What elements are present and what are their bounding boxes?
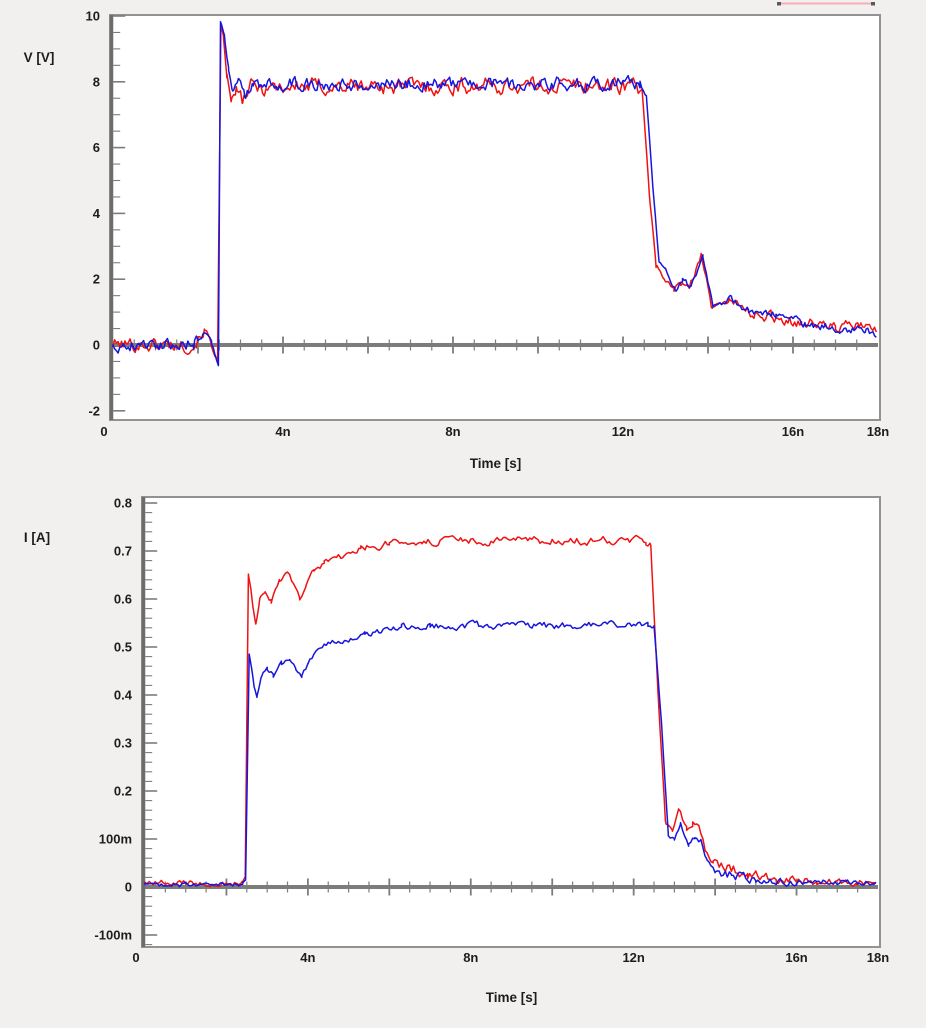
x-tick-label: 12n xyxy=(612,424,634,439)
x-tick-label: 8n xyxy=(463,950,478,965)
x-tick-label: 4n xyxy=(275,424,290,439)
y-tick-label: 2 xyxy=(93,272,100,287)
y-tick-label: 0 xyxy=(93,338,100,353)
trace-blue xyxy=(112,20,877,367)
x-axis-title: Time [s] xyxy=(486,990,538,1005)
y-tick-label: 6 xyxy=(93,140,100,155)
y-tick-label: 0.3 xyxy=(114,736,132,751)
x-tick-label: 18n xyxy=(867,950,889,965)
x-axis-title: Time [s] xyxy=(470,456,522,471)
x-tick-label: 12n xyxy=(622,950,644,965)
clipped-cursor-handle[interactable] xyxy=(777,2,875,6)
y-tick-label: -100m xyxy=(94,928,132,943)
trace-red xyxy=(144,534,877,888)
x-tick-label: 16n xyxy=(782,424,804,439)
plot-frame xyxy=(109,14,881,421)
y-tick-label: 100m xyxy=(99,832,132,847)
cursor-marker-right-endpoint xyxy=(871,2,875,6)
y-tick-label: 0.2 xyxy=(114,784,132,799)
x-tick-label: 8n xyxy=(445,424,460,439)
x-tick-label: 4n xyxy=(300,950,315,965)
y-tick-label: 4 xyxy=(93,206,101,221)
y-tick-label: -2 xyxy=(88,403,100,418)
y-tick-label: 0.8 xyxy=(114,496,132,511)
y-tick-label: 0.4 xyxy=(114,688,133,703)
trace-blue xyxy=(144,619,877,888)
x-tick-label: 0 xyxy=(132,950,139,965)
y-tick-label: 0.6 xyxy=(114,592,132,607)
y-tick-label: 8 xyxy=(93,74,100,89)
x-tick-label: 18n xyxy=(867,424,889,439)
y-tick-label: 10 xyxy=(86,9,100,24)
y-tick-label: 0 xyxy=(125,880,132,895)
y-tick-label: 0.7 xyxy=(114,544,132,559)
y-axis-title: I [A] xyxy=(24,530,50,545)
x-tick-label: 16n xyxy=(785,950,807,965)
plot-frame xyxy=(141,496,881,948)
y-axis-title: V [V] xyxy=(24,50,55,65)
cursor-marker-left-endpoint xyxy=(777,2,781,6)
x-tick-label: 0 xyxy=(100,424,107,439)
y-tick-label: 0.5 xyxy=(114,640,132,655)
